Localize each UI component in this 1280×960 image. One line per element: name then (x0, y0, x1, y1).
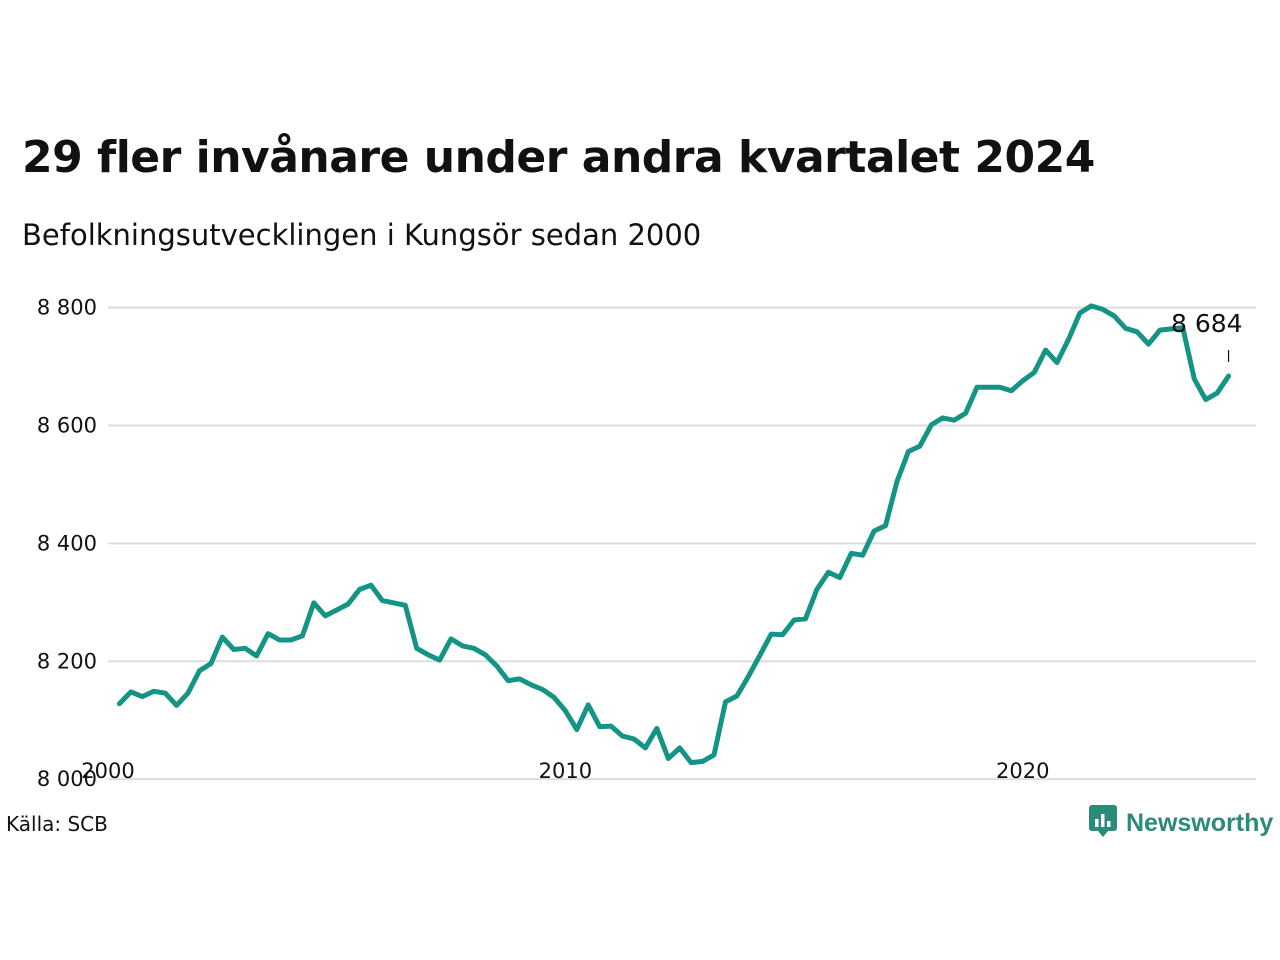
brand-name: Newsworthy (1126, 808, 1274, 837)
y-tick-label: 8 800 (37, 296, 97, 320)
x-tick-label: 2000 (81, 759, 134, 783)
y-axis-ticks: 8 000 8 200 8 400 8 600 8 800 (37, 296, 97, 791)
series-layer (116, 303, 1232, 766)
chart-title: 29 fler invånare under andra kvartalet 2… (22, 132, 1095, 183)
x-tick-label: 2010 (539, 759, 592, 783)
population-line (116, 303, 1232, 766)
annotation-layer: 8 684 (1171, 309, 1243, 363)
x-axis-ticks: 2000 2010 2020 (81, 759, 1049, 783)
newsworthy-logo[interactable]: Newsworthy (1088, 804, 1273, 842)
bar-chart-speech-bubble-icon (1088, 804, 1118, 842)
y-tick-label: 8 600 (37, 414, 97, 438)
y-tick-label: 8 200 (37, 649, 97, 673)
last-value-label: 8 684 (1171, 309, 1243, 338)
y-tick-label: 8 400 (37, 531, 97, 555)
source-note: Källa: SCB (6, 812, 108, 836)
x-tick-label: 2020 (996, 759, 1049, 783)
gridlines (108, 306, 1256, 781)
chart-subtitle: Befolkningsutvecklingen i Kungsör sedan … (22, 218, 702, 252)
y-tick-label: 8 000 (37, 767, 97, 791)
